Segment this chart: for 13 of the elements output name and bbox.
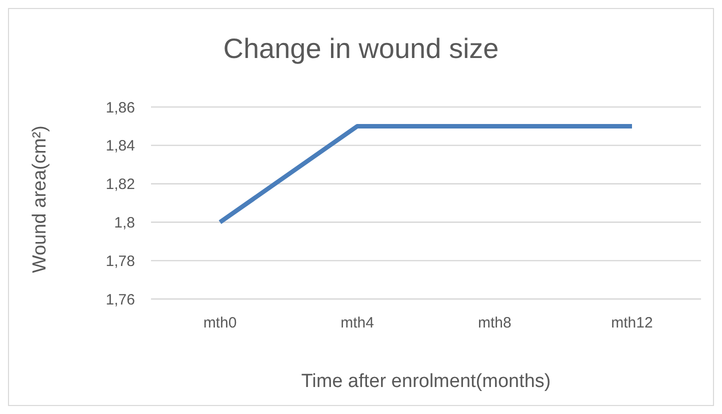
y-tick-label: 1,82 (106, 176, 135, 194)
y-tick-label: 1,78 (106, 252, 135, 270)
y-tick-label: 1,76 (106, 291, 135, 308)
y-axis-title: Wound area(cm²) (30, 126, 51, 273)
chart-title: Change in wound size (222, 33, 500, 65)
x-axis-title: Time after enrolment(months) (301, 371, 551, 392)
y-tick-label: 1,84 (106, 138, 135, 155)
x-tick-label: mth0 (203, 314, 237, 332)
x-tick-label: mth4 (340, 314, 374, 332)
y-tick-label: 1,86 (106, 99, 135, 116)
y-tick-label: 1,8 (114, 214, 135, 232)
x-tick-label: mth12 (611, 314, 653, 332)
x-tick-label: mth8 (478, 314, 512, 332)
